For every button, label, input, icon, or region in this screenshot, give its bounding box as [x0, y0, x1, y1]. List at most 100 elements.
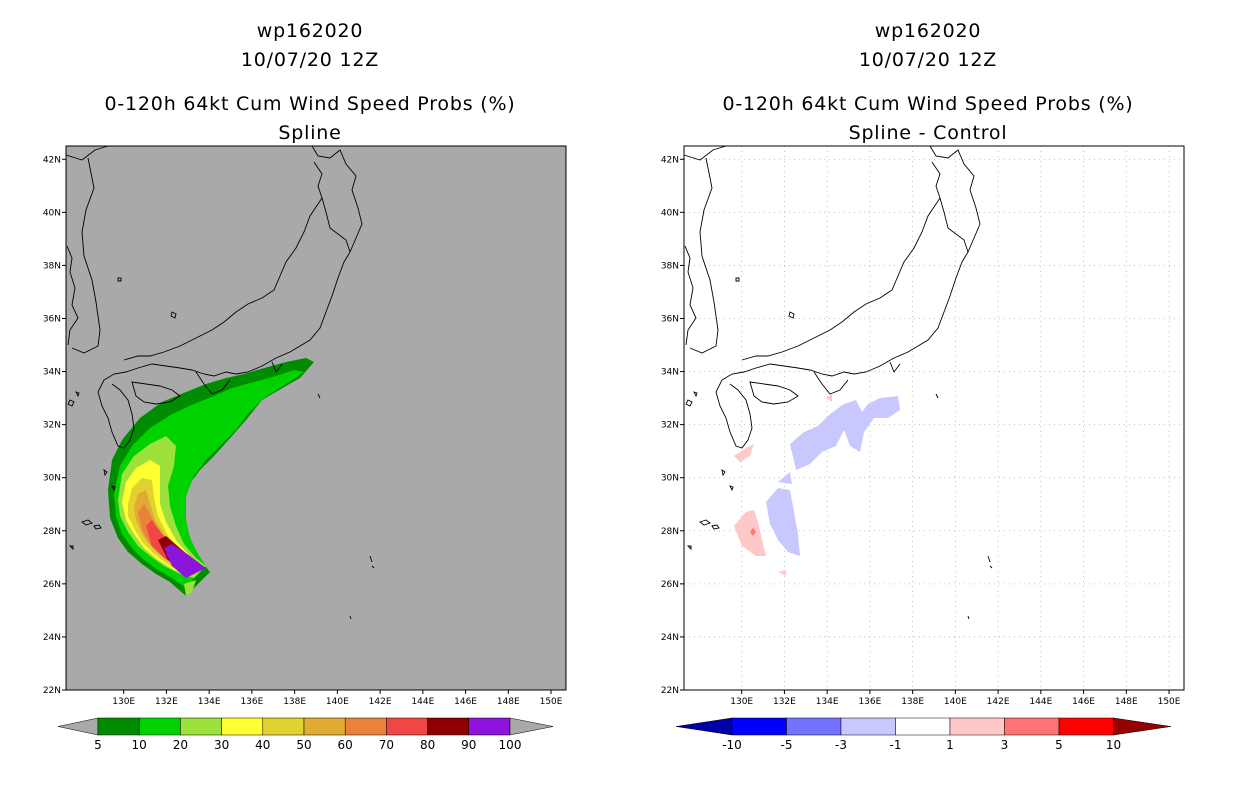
- lat-tick-label: 36N: [661, 314, 679, 324]
- colorbar-label: -3: [835, 738, 847, 752]
- lon-tick-label: 148E: [1115, 697, 1138, 707]
- colorbar-label: 10: [1106, 738, 1121, 752]
- difference-field: [734, 394, 900, 576]
- left-lat-ticks: 22N 24N 26N 28N 30N 32N 34N 36N 38N 40N 42N: [43, 155, 66, 696]
- colorbar-label: 5: [1055, 738, 1063, 752]
- colorbar-arrow-high: [1113, 717, 1172, 736]
- colorbar-arrow-low: [57, 717, 99, 736]
- colorbar-label: -5: [781, 738, 793, 752]
- lat-tick-label: 42N: [43, 155, 61, 165]
- lat-tick-label: 28N: [43, 527, 61, 537]
- colorbar-arrow-low: [675, 717, 733, 736]
- lat-tick-label: 32N: [43, 421, 61, 431]
- colorbar-box: [786, 717, 842, 736]
- colorbar-box: [468, 717, 511, 736]
- lon-tick-label: 132E: [155, 697, 178, 707]
- lon-tick-label: 140E: [944, 697, 967, 707]
- colorbar-box: [180, 717, 222, 736]
- colorbar-box: [97, 717, 140, 736]
- colorbar-box: [344, 717, 387, 736]
- diff-negative-south: [766, 488, 800, 556]
- lat-tick-label: 32N: [661, 421, 679, 431]
- swath-70: [146, 520, 200, 568]
- lon-tick-label: 144E: [411, 697, 434, 707]
- colorbar-label: 80: [420, 738, 435, 752]
- diff-positive-north: [734, 444, 754, 462]
- colorbar-label: 1: [946, 738, 954, 752]
- lon-tick-label: 134E: [198, 697, 221, 707]
- colorbar-label: 100: [499, 738, 522, 752]
- colorbar-label: -10: [722, 738, 742, 752]
- lat-tick-label: 28N: [661, 527, 679, 537]
- left-title-line4: Spline: [278, 122, 341, 144]
- lat-tick-label: 24N: [661, 633, 679, 643]
- swath-tip: [184, 580, 196, 596]
- lon-tick-label: 150E: [1158, 697, 1181, 707]
- colorbar-label: -1: [890, 738, 902, 752]
- diff-positive-dot: [826, 394, 832, 402]
- lat-tick-label: 22N: [43, 686, 61, 696]
- lat-tick-label: 38N: [661, 261, 679, 271]
- colorbar-label: 30: [214, 738, 229, 752]
- lat-tick-label: 40N: [43, 208, 61, 218]
- swath-90: [164, 544, 206, 578]
- colorbar-box: [1058, 717, 1114, 736]
- colorbar-label: 3: [1001, 738, 1009, 752]
- diff-positive-south: [734, 510, 766, 556]
- colorbar-box: [138, 717, 181, 736]
- lon-tick-label: 142E: [987, 697, 1010, 707]
- diff-negative-north: [790, 396, 900, 470]
- lat-tick-label: 38N: [43, 261, 61, 271]
- probability-swath: [108, 358, 314, 596]
- lon-tick-label: 144E: [1029, 697, 1052, 707]
- lat-tick-label: 34N: [661, 368, 679, 378]
- colorbar-label: 50: [296, 738, 311, 752]
- left-title-line3: 0-120h 64kt Cum Wind Speed Probs (%): [104, 93, 515, 115]
- lat-tick-label: 22N: [661, 686, 679, 696]
- diff-positive-tip: [778, 570, 786, 576]
- diff-negative-small: [778, 472, 792, 484]
- colorbar-box: [895, 717, 951, 736]
- colorbar-box: [949, 717, 1005, 736]
- colorbar-label: 20: [173, 738, 188, 752]
- right-lon-ticks: 130E 132E 134E 136E 138E 140E 142E 144E 146E 148E…: [730, 690, 1181, 707]
- lon-tick-label: 138E: [283, 697, 306, 707]
- left-title-line2: 10/07/20 12Z: [241, 49, 379, 71]
- lon-tick-label: 136E: [240, 697, 263, 707]
- right-title-line1: wp162020: [875, 20, 982, 42]
- right-title-line4: Spline - Control: [849, 122, 1008, 144]
- colorbar-box: [427, 717, 470, 736]
- right-title-line3: 0-120h 64kt Cum Wind Speed Probs (%): [722, 93, 1133, 115]
- colorbar-label: 5: [94, 738, 102, 752]
- lon-tick-label: 142E: [369, 697, 392, 707]
- lon-tick-label: 146E: [1072, 697, 1095, 707]
- lat-tick-label: 24N: [43, 633, 61, 643]
- lat-tick-label: 40N: [661, 208, 679, 218]
- colorbar-box: [731, 717, 787, 736]
- lon-tick-label: 150E: [540, 697, 563, 707]
- left-title-line1: wp162020: [257, 20, 364, 42]
- left-panel: wp162020 10/07/20 12Z 0-120h 64kt Cum Wi…: [43, 20, 567, 752]
- right-title-line2: 10/07/20 12Z: [859, 49, 997, 71]
- colorbar-box: [221, 717, 264, 736]
- lat-tick-label: 42N: [661, 155, 679, 165]
- right-map-background: [684, 146, 1184, 690]
- colorbar-box: [840, 717, 896, 736]
- colorbar-label: 70: [379, 738, 394, 752]
- colorbar-box: [303, 717, 346, 736]
- colorbar-box: [386, 717, 428, 736]
- colorbar-box: [262, 717, 305, 736]
- colorbar-label: 40: [255, 738, 270, 752]
- lon-tick-label: 132E: [773, 697, 796, 707]
- right-panel: wp162020 10/07/20 12Z 0-120h 64kt Cum Wi…: [661, 20, 1185, 752]
- lon-tick-label: 130E: [112, 697, 135, 707]
- swath-50: [134, 490, 200, 570]
- lon-tick-label: 148E: [497, 697, 520, 707]
- lon-tick-label: 130E: [730, 697, 753, 707]
- diff-positive-core: [750, 528, 756, 536]
- lon-tick-label: 136E: [858, 697, 881, 707]
- lat-tick-label: 30N: [43, 474, 61, 484]
- colorbar-label: 90: [461, 738, 476, 752]
- lat-tick-label: 26N: [43, 580, 61, 590]
